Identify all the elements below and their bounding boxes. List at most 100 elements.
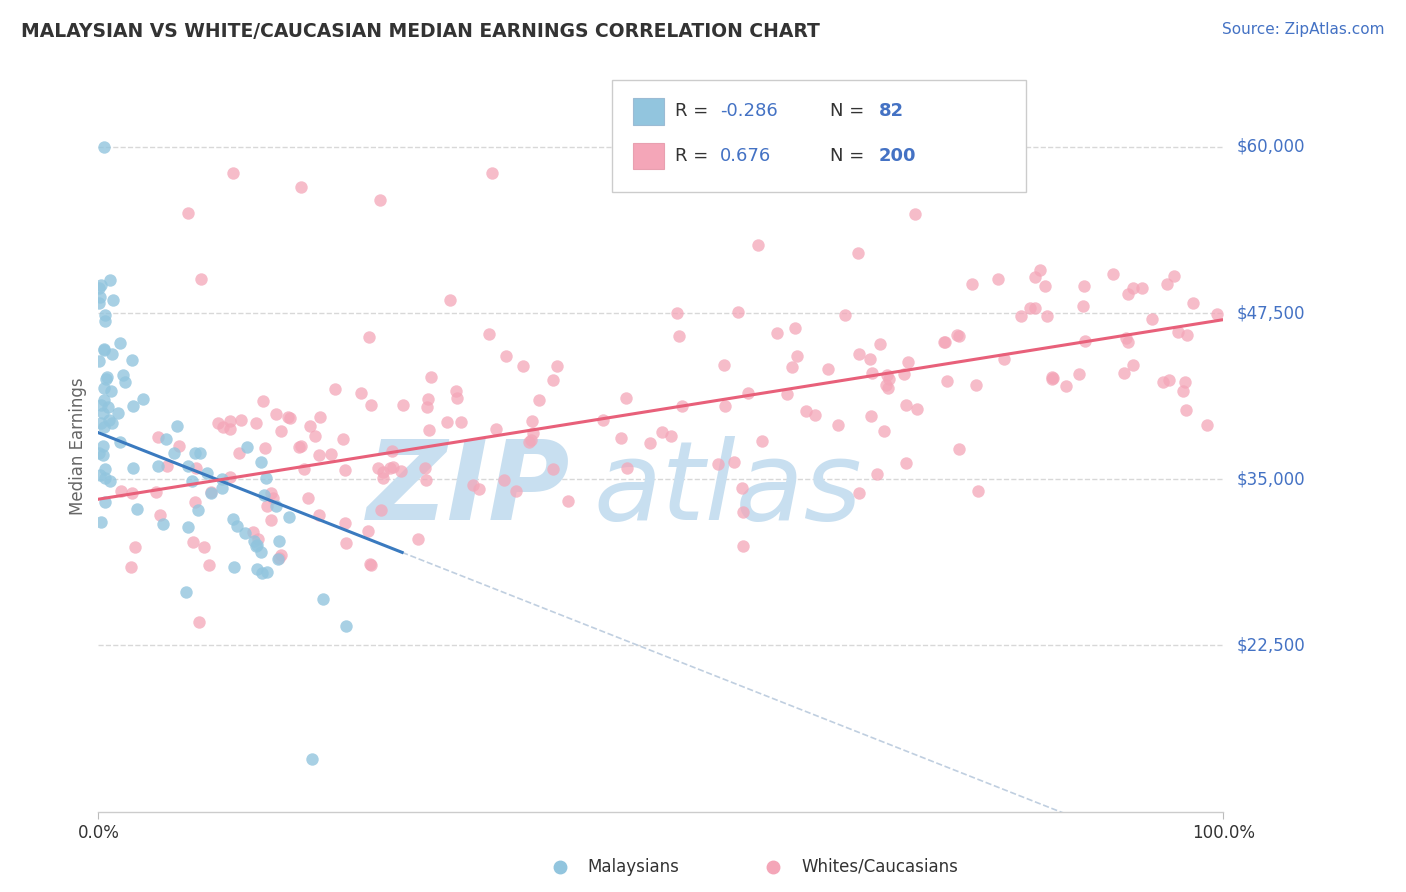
Point — [859, 409, 882, 423]
Point — [659, 428, 682, 442]
Point — [893, 367, 915, 381]
Point — [936, 374, 959, 388]
Point — [262, 491, 284, 505]
Point — [1142, 312, 1164, 326]
Point — [932, 335, 955, 350]
Text: N =: N = — [830, 103, 869, 120]
Point — [416, 401, 439, 415]
Point — [96, 370, 118, 384]
Point — [222, 512, 245, 526]
Point — [873, 424, 896, 438]
Point — [228, 446, 250, 460]
Point — [671, 399, 693, 413]
Point — [776, 386, 799, 401]
Point — [616, 461, 638, 475]
Point — [877, 372, 900, 386]
Point — [1157, 373, 1180, 387]
Point — [869, 337, 891, 351]
Point — [195, 466, 218, 480]
Point — [93, 342, 115, 356]
Point — [110, 484, 132, 499]
Point — [266, 499, 288, 513]
Point — [541, 373, 564, 387]
Point — [1054, 379, 1077, 393]
Point — [335, 618, 357, 632]
Point — [335, 536, 357, 550]
Point — [93, 382, 115, 396]
Point — [212, 420, 235, 434]
Point — [1024, 270, 1046, 285]
Point — [934, 334, 956, 349]
Text: 82: 82 — [879, 103, 904, 120]
Point — [714, 400, 737, 414]
Point — [174, 585, 197, 599]
Point — [252, 394, 274, 409]
Point — [246, 533, 269, 547]
Point — [557, 493, 579, 508]
Point — [308, 448, 330, 462]
Point — [101, 347, 124, 361]
Point — [478, 326, 501, 341]
Point — [894, 456, 917, 470]
Point — [467, 482, 489, 496]
Point — [520, 414, 543, 428]
Point — [98, 273, 121, 287]
Point — [166, 419, 188, 434]
Point — [245, 538, 267, 552]
Text: Source: ZipAtlas.com: Source: ZipAtlas.com — [1222, 22, 1385, 37]
Point — [270, 548, 292, 562]
Point — [267, 551, 290, 566]
Point — [461, 477, 484, 491]
Point — [308, 508, 330, 522]
Point — [520, 433, 543, 447]
Point — [245, 416, 267, 430]
Point — [250, 545, 273, 559]
Point — [859, 352, 882, 367]
Point — [177, 206, 200, 220]
Point — [231, 413, 253, 427]
Point — [108, 434, 131, 449]
Point — [188, 615, 211, 630]
Point — [267, 552, 290, 566]
Point — [796, 404, 818, 418]
Point — [1018, 301, 1040, 315]
Point — [1122, 281, 1144, 295]
Point — [93, 495, 115, 509]
Point — [90, 416, 112, 430]
Text: Malaysians: Malaysians — [588, 857, 679, 876]
Point — [485, 422, 508, 436]
Point — [111, 368, 134, 382]
Point — [90, 515, 112, 529]
Point — [108, 336, 131, 351]
Point — [381, 444, 404, 458]
Point — [222, 560, 245, 574]
Point — [1167, 325, 1189, 339]
Point — [254, 471, 277, 485]
Point — [731, 505, 754, 519]
Point — [876, 368, 898, 383]
Point — [834, 308, 856, 322]
Point — [367, 461, 389, 475]
Point — [323, 382, 346, 396]
Text: -0.286: -0.286 — [720, 103, 778, 120]
Point — [946, 328, 969, 343]
Text: 0.676: 0.676 — [720, 147, 770, 165]
Point — [651, 425, 673, 440]
Point — [450, 415, 472, 429]
Y-axis label: Median Earnings: Median Earnings — [69, 377, 87, 515]
Point — [948, 328, 970, 343]
Point — [177, 520, 200, 534]
Point — [177, 458, 200, 473]
Point — [413, 461, 436, 475]
Point — [233, 526, 256, 541]
Point — [418, 392, 440, 407]
Point — [270, 424, 292, 438]
Point — [335, 516, 357, 530]
Point — [145, 484, 167, 499]
Point — [90, 277, 112, 292]
Point — [267, 533, 290, 548]
Point — [200, 485, 222, 500]
Point — [93, 140, 115, 154]
Point — [444, 384, 467, 398]
Point — [207, 416, 229, 430]
